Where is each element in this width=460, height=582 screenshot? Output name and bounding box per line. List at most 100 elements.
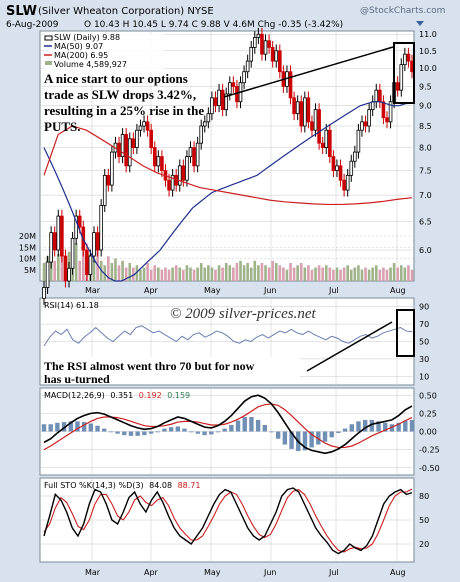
ma200-line <box>43 125 413 206</box>
month-tick-label: Mar <box>85 286 101 295</box>
macd-histogram-bar <box>302 431 308 451</box>
volume-bar <box>217 265 221 281</box>
volume-bar <box>149 269 153 281</box>
volume-bar <box>117 265 121 281</box>
volume-bar <box>210 267 214 281</box>
candle-body <box>224 93 229 111</box>
note-line-3: resulting in a 25% rise in the <box>44 103 204 118</box>
macd-histogram-bar <box>362 419 368 432</box>
macd-histogram-bar <box>61 422 67 432</box>
macd-histogram-bar <box>336 431 341 433</box>
macd-histogram-bar <box>102 428 107 432</box>
candle-body <box>185 156 189 181</box>
volume-bar <box>282 267 285 281</box>
candle-body <box>217 89 221 107</box>
volume-bar <box>160 269 164 281</box>
sto-d-line <box>43 488 413 553</box>
rsi-note-box <box>42 357 300 384</box>
note-line-4: PUTS. <box>44 119 80 134</box>
candle-body <box>170 174 175 191</box>
price-tick-label: 10.0 <box>419 64 437 73</box>
price-tick-label: 8.5 <box>419 122 432 131</box>
candle-body <box>45 261 50 288</box>
rsi-tick-label: 30 <box>419 355 429 364</box>
rsi-highlight-box <box>396 309 415 357</box>
sto-tick-label: 20 <box>419 540 429 549</box>
volume-bar <box>232 267 235 281</box>
month-tick-label: Jul <box>328 286 339 295</box>
volume-bar <box>249 267 253 281</box>
volume-bar <box>407 265 410 281</box>
volume-bar <box>121 260 124 281</box>
volume-bar <box>114 258 117 281</box>
candle-body <box>363 121 368 127</box>
legend-box <box>44 34 164 75</box>
macd-histogram-bar <box>235 420 241 432</box>
candle-body <box>342 179 346 191</box>
volume-bar <box>124 267 128 281</box>
price-tick-label: 7.5 <box>419 167 432 176</box>
macd-value: 0.351 <box>110 391 133 400</box>
volume-bar <box>264 265 267 281</box>
macd-histogram-bar <box>142 431 147 436</box>
candle-body <box>403 53 407 66</box>
volume-bar <box>292 267 296 281</box>
macd-histogram-bar <box>269 431 274 433</box>
sto-tick-label: 50 <box>419 516 429 525</box>
candle-body <box>195 142 200 167</box>
candle-body <box>220 89 225 111</box>
volume-bar <box>403 267 407 281</box>
macd-histogram-bar <box>215 431 221 433</box>
candle-body <box>149 129 153 148</box>
price-tick-label: 6.0 <box>419 246 432 255</box>
month-tick-label: Jul <box>328 568 339 577</box>
candle-body <box>181 165 186 181</box>
volume-bar <box>74 242 78 281</box>
macd-histogram-bar <box>229 424 234 432</box>
axis-ticks: 11.0 10.5 10.0 9.5 9.0 8.5 8.0 7.5 7.0 6.5 6.0 Mar M… <box>19 30 440 577</box>
macd-histogram-bar <box>115 431 120 434</box>
candle-body <box>288 71 293 99</box>
macd-histogram-bar <box>403 420 408 432</box>
macd-histogram-bar <box>329 431 334 438</box>
candle-body <box>49 232 53 263</box>
volume-bar <box>367 269 371 281</box>
candle-body <box>303 97 307 127</box>
volume-bar <box>167 269 171 281</box>
price-tick-label: 6.5 <box>419 218 432 227</box>
macd-histogram-bar <box>195 431 201 434</box>
month-tick-label: Apr <box>144 568 159 577</box>
candle-body <box>256 33 261 38</box>
candle-body <box>395 82 400 91</box>
candle-body <box>88 255 93 275</box>
legend-ma200: MA(200) 6.95 <box>54 51 108 60</box>
legend-price: SLW (Daily) 9.88 <box>54 33 120 42</box>
volume-bar <box>103 265 107 281</box>
legend-ma50: MA(50) 9.07 <box>54 42 103 51</box>
candle-body <box>210 97 214 115</box>
volume-bar <box>142 267 146 281</box>
candle-body <box>295 101 300 115</box>
price-tick-label: 10.5 <box>419 47 437 56</box>
candle-body <box>245 60 250 73</box>
macd-hist-value: 0.159 <box>167 391 190 400</box>
macd-histogram-bar <box>162 428 167 432</box>
volume-bar <box>267 267 271 281</box>
volume-bar <box>171 267 174 281</box>
date-label: 6-Aug-2009 <box>6 20 59 30</box>
macd-histogram-bar <box>369 419 375 432</box>
volume-bar <box>303 267 307 281</box>
volume-bar <box>235 263 239 281</box>
macd-histogram-bar <box>383 422 388 432</box>
macd-label-prefix: MACD(12,26,9) <box>44 391 105 400</box>
dropdown-arrow-icon[interactable] <box>416 21 424 26</box>
volume-bar <box>174 265 178 281</box>
candle-body <box>102 174 107 206</box>
candle-body <box>410 60 414 73</box>
copyright-label: © 2009 silver-prices.net <box>170 306 316 322</box>
volume-bar <box>157 267 160 281</box>
macd-histogram-bar <box>68 421 73 432</box>
macd-histogram-bar <box>289 431 294 449</box>
volume-bar <box>274 263 278 281</box>
macd-tick-label: 0.00 <box>419 428 437 437</box>
